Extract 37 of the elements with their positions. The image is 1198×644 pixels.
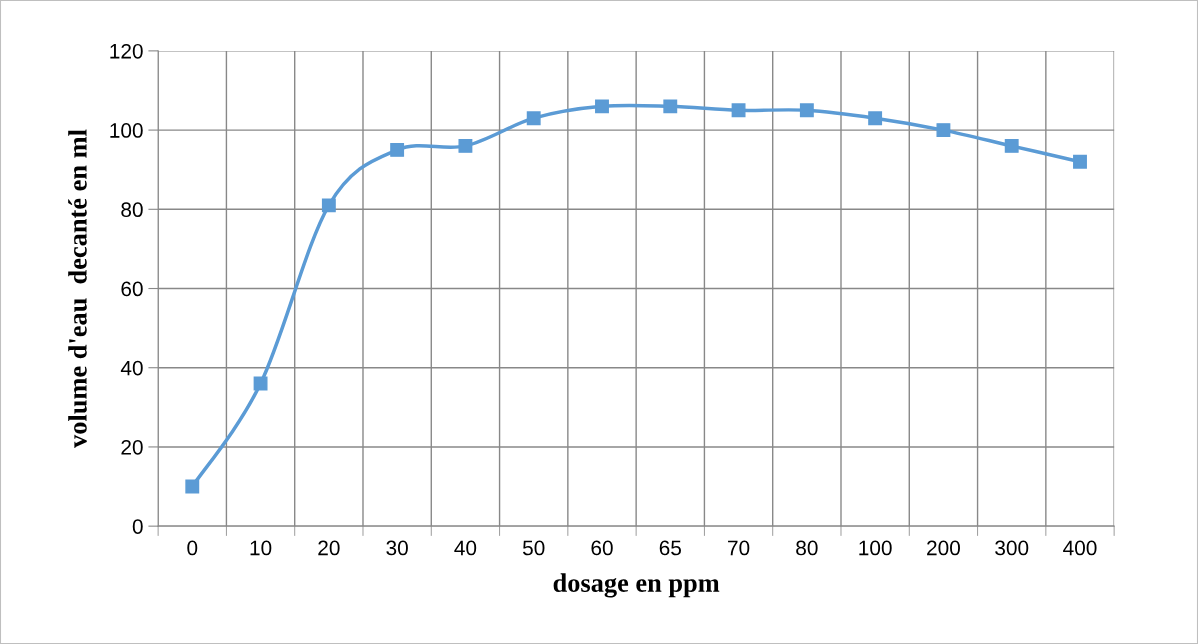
point — [253, 376, 268, 391]
y-tick-label: 0 — [132, 519, 143, 534]
x-tick-label: 40 — [454, 540, 477, 556]
x-tick-label: 65 — [659, 540, 681, 556]
point — [936, 123, 951, 138]
point — [185, 479, 200, 494]
y-tick-label: 60 — [121, 281, 143, 297]
point — [731, 103, 746, 118]
point — [799, 103, 814, 118]
x-tick-label: 100 — [859, 540, 892, 556]
x-tick-label: 60 — [591, 540, 613, 556]
x-tick-label: 10 — [250, 540, 272, 556]
x-tick-label: 0 — [187, 540, 198, 556]
x-tick-label: 80 — [796, 540, 818, 556]
point — [321, 198, 336, 213]
point — [595, 99, 609, 114]
y-axis-title: volume d'eau decanté en ml — [68, 129, 87, 448]
point — [1073, 154, 1087, 169]
point — [663, 99, 678, 114]
y-tick-label: 120 — [110, 43, 143, 59]
y-tick-label: 100 — [110, 123, 143, 138]
point — [526, 111, 541, 126]
point — [868, 111, 883, 126]
y-tick-label: 20 — [121, 439, 143, 455]
x-tick-label: 200 — [927, 540, 960, 556]
x-tick-label: 50 — [522, 540, 545, 556]
x-tick-label: 30 — [386, 540, 408, 556]
y-tick-label: 80 — [121, 202, 143, 218]
y-tick-label: 40 — [120, 360, 143, 376]
x-tick-label: 300 — [995, 540, 1029, 556]
point — [390, 142, 405, 157]
x-tick-label: 400 — [1063, 540, 1097, 556]
x-tick-label: 20 — [318, 540, 340, 556]
point — [1004, 138, 1019, 153]
x-tick-label: 70 — [728, 540, 750, 556]
x-axis-title: dosage en ppm — [553, 573, 720, 598]
point — [458, 138, 473, 153]
